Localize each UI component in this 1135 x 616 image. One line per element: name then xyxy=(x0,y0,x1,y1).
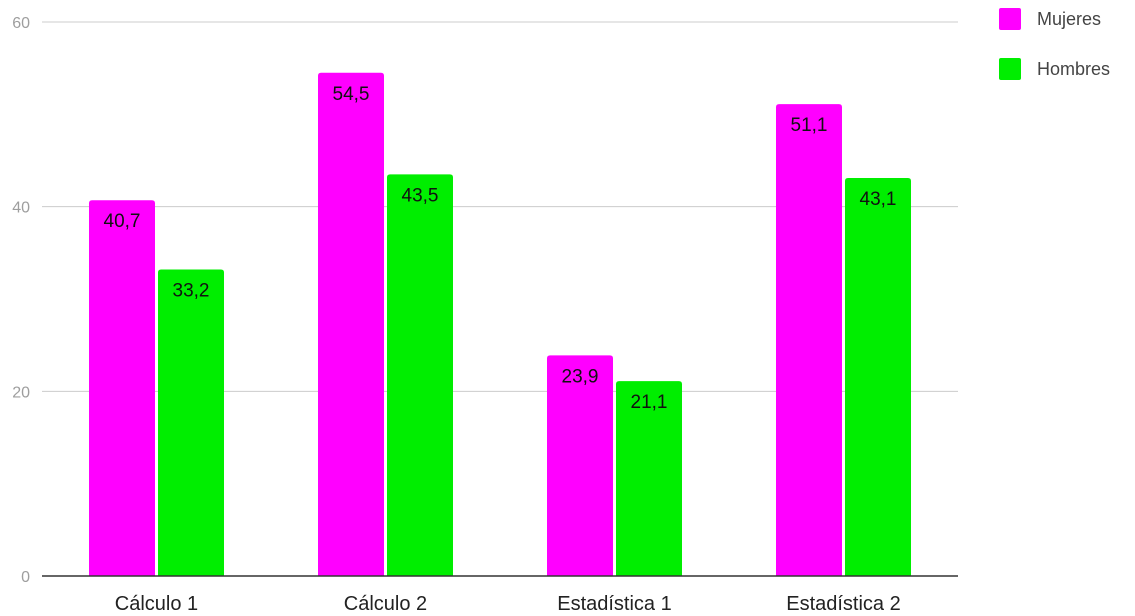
bar-hombres-0 xyxy=(158,269,224,576)
data-label-hombres-2: 21,1 xyxy=(631,392,668,413)
bars xyxy=(89,72,911,577)
data-label-mujeres-3: 51,1 xyxy=(791,115,828,136)
bar-mujeres-1 xyxy=(318,72,384,577)
bar-mujeres-3 xyxy=(776,104,842,576)
bar-hombres-3 xyxy=(845,178,911,576)
data-label-mujeres-1: 54,5 xyxy=(333,84,370,105)
y-tick-label-3: 60 xyxy=(12,15,30,32)
category-label-0: Cálculo 1 xyxy=(115,593,198,615)
y-tick-label-0: 0 xyxy=(21,569,30,586)
y-tick-label-2: 40 xyxy=(12,200,30,217)
data-label-hombres-0: 33,2 xyxy=(173,280,210,301)
bar-mujeres-0 xyxy=(89,200,155,576)
legend-swatch-hombres xyxy=(999,58,1021,80)
data-label-mujeres-0: 40,7 xyxy=(104,211,141,232)
category-label-1: Cálculo 2 xyxy=(344,593,427,615)
y-tick-label-1: 20 xyxy=(12,384,30,401)
bar-hombres-1 xyxy=(387,174,453,576)
legend-swatch-mujeres xyxy=(999,8,1021,30)
bar-mujeres-2 xyxy=(547,355,613,576)
legend-label-hombres: Hombres xyxy=(1037,59,1110,79)
data-label-mujeres-2: 23,9 xyxy=(562,366,599,387)
data-label-hombres-3: 43,1 xyxy=(860,189,897,210)
legend: Mujeres Hombres xyxy=(999,8,1110,80)
data-label-hombres-1: 43,5 xyxy=(402,185,439,206)
category-labels: Cálculo 1 Cálculo 2 Estadística 1 Estadísti… xyxy=(115,593,901,615)
y-axis-ticks: 0 20 40 60 xyxy=(12,15,30,586)
category-label-3: Estadística 2 xyxy=(786,593,901,615)
category-label-2: Estadística 1 xyxy=(557,593,672,615)
bar-hombres-2 xyxy=(616,381,682,576)
data-labels: 40,7 33,2 54,5 43,5 23,9 21,1 51,1 43,1 xyxy=(104,84,897,413)
legend-label-mujeres: Mujeres xyxy=(1037,9,1101,29)
